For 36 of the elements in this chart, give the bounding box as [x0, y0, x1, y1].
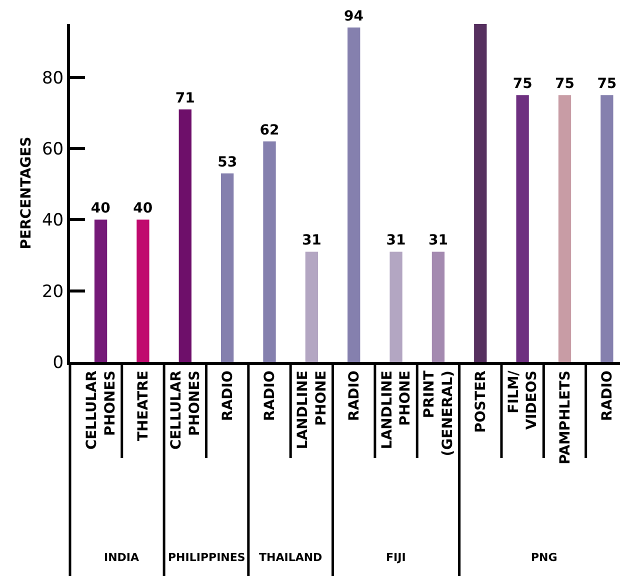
- y-tick-label: 80: [42, 68, 64, 88]
- x-tick-label: POSTER: [472, 370, 489, 433]
- x-tick-label: PRINT (GENERAL): [422, 370, 456, 456]
- x-axis-title: THAILAND: [259, 551, 322, 564]
- x-axis-title: PNG: [531, 551, 558, 564]
- data-label: 71: [175, 90, 195, 106]
- x-tick-label: FILM/ VIDEOS: [506, 370, 540, 430]
- x-tick-label: RADIO: [346, 370, 362, 421]
- data-label: 94: [344, 8, 364, 25]
- data-label: 31: [302, 232, 322, 249]
- x-tick-label: RADIO: [220, 370, 236, 421]
- y-tick-label: 60: [42, 139, 64, 160]
- x-tick-label: THEATRE: [136, 370, 152, 442]
- x-tick-label: RADIO: [599, 370, 616, 421]
- x-tick-label: LANDLINE PHONE: [295, 370, 330, 450]
- x-tick-label: CELLULAR PHONES: [168, 370, 203, 450]
- data-label: 31: [428, 232, 448, 249]
- y-tick-label: 40: [42, 210, 64, 231]
- x-axis-title: PHILIPPINES: [168, 551, 246, 564]
- data-label: 53: [218, 154, 238, 170]
- y-tick-label: 0: [52, 352, 64, 373]
- data-label: 62: [260, 122, 280, 138]
- x-axis-title: FIJI: [386, 551, 406, 564]
- data-label: 75: [512, 76, 532, 92]
- x-axis-title: INDIA: [104, 551, 140, 564]
- x-tick-label: PAMPHLETS: [557, 370, 574, 464]
- data-label: 75: [597, 76, 617, 92]
- y-axis-title: PERCENTAGES: [18, 136, 35, 250]
- data-label: 75: [555, 76, 574, 92]
- x-tick-label: RADIO: [262, 370, 278, 421]
- x-tick-label: LANDLINE PHONE: [379, 370, 414, 450]
- data-label: 40: [133, 200, 153, 217]
- data-label: 31: [386, 232, 406, 249]
- x-tick-label: CELLULAR PHONES: [84, 370, 118, 450]
- data-label: 40: [90, 200, 111, 217]
- y-tick-label: 20: [42, 282, 64, 302]
